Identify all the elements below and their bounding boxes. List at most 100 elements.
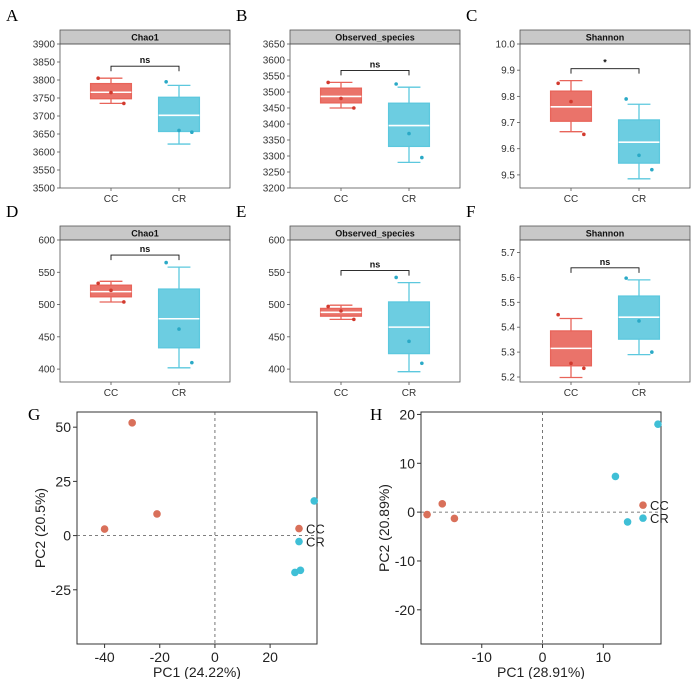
strip-title: Chao1 [131,33,159,43]
x-tick-label: CR [402,388,416,399]
data-point [326,80,330,85]
x-tick-label: 0 [211,649,219,665]
data-point [190,130,194,134]
y-tick-label: 3450 [263,104,286,115]
x-tick-label: CC [564,388,578,399]
panel-letter: D [6,202,18,221]
y-tick-label: -20 [395,602,415,618]
panel-B: B Observed_species 3200 3250 3300 3350 3400 345… [236,6,461,205]
box-CR [387,275,431,373]
data-point [650,167,654,172]
panel-G: G -40 -20 0 20 50 25 0 -25 PC1 (24.22%) PC2 (20.5%… [28,405,325,679]
legend-marker [639,514,647,522]
panel-letter: F [466,202,475,221]
y-tick-label: -25 [51,582,71,598]
scatter-point [438,500,447,508]
significance-bracket [340,270,410,276]
plot-frame [59,43,231,189]
y-tick-label: 5.4 [501,323,515,334]
data-point [122,300,126,304]
box-CC [549,312,593,379]
data-point [394,275,398,280]
panel-letter: E [236,202,246,221]
y-tick-label: 5.7 [501,248,515,259]
y-tick-label: 3600 [33,148,56,159]
data-point [339,96,343,101]
panel-letter: B [236,6,247,25]
data-point [582,132,586,137]
panel-letter: G [28,405,40,424]
y-tick-label: 450 [38,332,55,343]
legend-label: CR [650,511,669,526]
data-point [122,101,126,106]
legend-marker [639,501,647,509]
x-tick-label: CR [402,194,416,205]
data-point [352,317,356,322]
y-tick-label: 600 [268,236,285,247]
plot-frame [289,239,461,383]
box-body [157,96,201,133]
data-point [109,288,113,293]
data-point [569,361,573,366]
y-tick-label: 3650 [263,40,286,51]
y-tick-label: 0 [407,504,415,520]
box-CC [549,80,593,137]
scatter-point [611,472,620,481]
panel-A: A Chao1 3500 3550 3600 3650 3700 3750 3800 3850 39… [6,6,231,205]
panel-E: E Observed_species 400 450 500 550 600 CC CR ns [236,202,461,399]
panel-D: D Chao1 400 450 500 550 600 CC CR ns [6,202,231,399]
y-tick-label: 500 [268,300,285,311]
data-point [582,366,586,371]
strip-title: Shannon [586,33,625,43]
x-tick-label: -40 [94,649,114,665]
y-tick-label: 5.5 [501,298,515,309]
y-tick-label: 3500 [263,88,286,99]
significance-bracket [570,267,640,273]
data-point [109,90,113,95]
data-point [637,319,641,323]
y-tick-label: 3250 [263,168,286,179]
box-CR [157,260,201,369]
y-tick-label: 3300 [263,152,286,163]
y-tick-label: 500 [38,300,55,311]
x-tick-label: -20 [150,649,170,665]
strip-title: Chao1 [131,229,159,239]
legend-marker [295,524,303,533]
series-CR [611,420,662,526]
y-tick-label: 3850 [33,58,56,69]
y-tick-label: 5.3 [501,348,515,359]
y-tick-label: 3600 [263,56,286,67]
strip-title: Observed_species [335,33,415,43]
y-tick-label: 9.8 [501,92,515,103]
box-CR [617,276,661,356]
y-tick-label: 0 [63,528,71,544]
data-point [177,327,181,331]
significance-bracket [570,68,640,74]
data-point [190,360,194,365]
y-tick-label: 50 [55,419,71,435]
y-tick-label: -10 [395,553,415,569]
data-point [177,128,181,133]
y-tick-label: 3550 [263,72,286,83]
data-point [164,260,168,265]
y-tick-label: 10.0 [496,40,516,51]
y-tick-label: 400 [268,365,285,376]
y-tick-label: 3750 [33,94,56,105]
plot-frame [519,239,691,383]
y-tick-label: 3800 [33,76,56,87]
y-tick-label: 450 [268,332,285,343]
x-tick-label: CR [632,388,646,399]
legend-label: CC [650,498,669,513]
panel-letter: C [466,6,477,25]
box-CR [387,82,431,164]
y-axis-label: PC2 (20.5%) [32,488,48,568]
scatter-point [450,514,459,523]
strip-title: Shannon [586,229,625,239]
data-point [339,309,343,313]
y-tick-label: 3200 [263,184,286,195]
data-point [394,82,398,86]
y-tick-label: 25 [55,473,71,489]
box-body [319,87,363,104]
series-CR [291,497,319,577]
